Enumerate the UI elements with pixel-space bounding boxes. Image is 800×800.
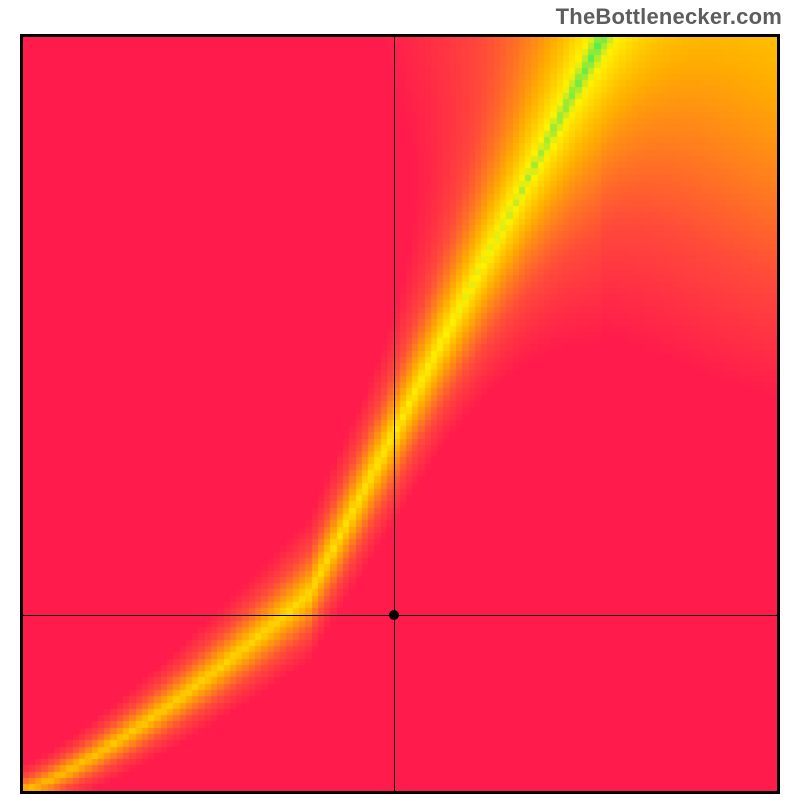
heatmap-canvas [23,37,777,791]
heatmap-plot [20,34,780,794]
watermark-text: TheBottlenecker.com [556,4,782,30]
